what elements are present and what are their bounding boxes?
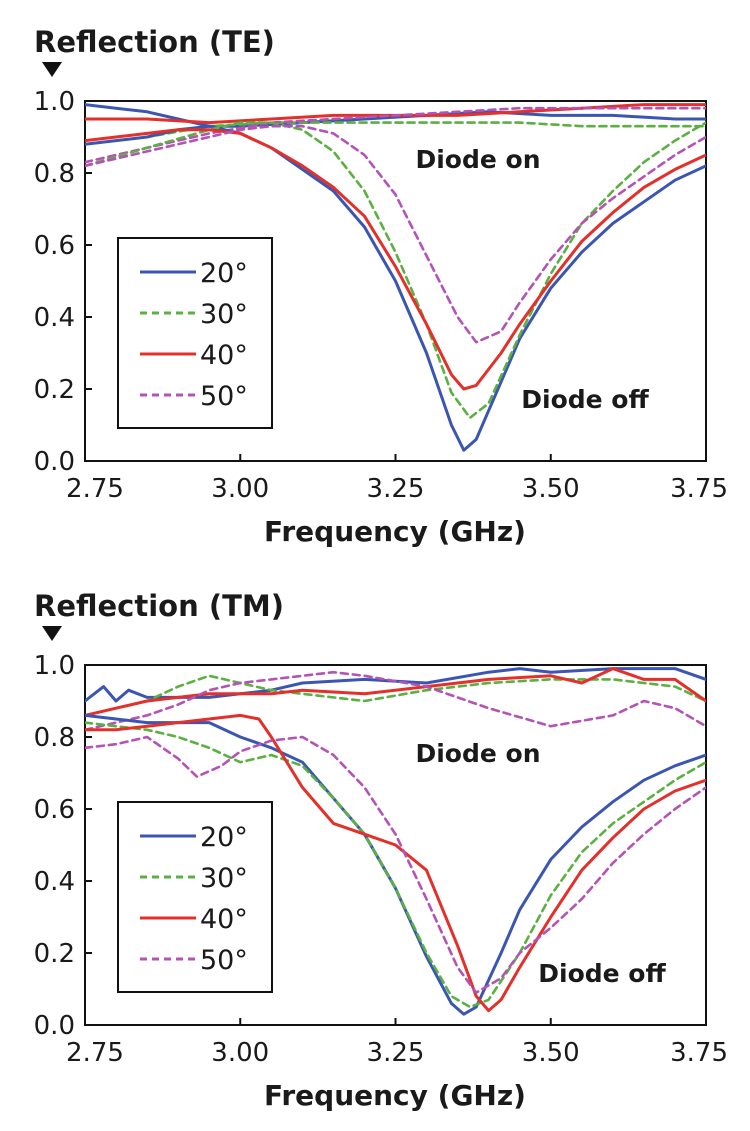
x-axis-label: Frequency (GHz) — [264, 515, 526, 548]
y-axis-arrow-icon — [42, 62, 62, 77]
y-tick-label: 0.0 — [34, 447, 75, 477]
series-line-40deg-diode-off — [85, 713, 706, 1013]
legend-label: 20° — [200, 258, 248, 289]
annotation-diode-on: Diode on — [415, 739, 540, 768]
y-tick-label: 0.2 — [34, 939, 75, 969]
legend-box — [117, 801, 273, 993]
series-line-50deg-diode-off — [85, 124, 706, 344]
y-tick-label: 0.4 — [34, 303, 75, 333]
x-tick-label: 3.50 — [522, 1038, 580, 1068]
y-tick-label: 0.8 — [34, 159, 75, 189]
x-tick-label: 2.75 — [66, 1038, 124, 1068]
series-line-30deg-diode-off — [85, 721, 706, 1009]
x-tick-label: 3.75 — [670, 1038, 728, 1068]
y-tick-label: 0.4 — [34, 867, 75, 897]
legend-label: 30° — [200, 863, 248, 894]
x-tick-label: 3.25 — [367, 1038, 425, 1068]
x-tick-label: 3.50 — [522, 474, 580, 504]
series-line-20deg-diode-off — [85, 713, 706, 1016]
legend-label: 40° — [200, 340, 248, 371]
legend-label: 40° — [200, 904, 248, 935]
chart-tm-title: Reflection (TM) — [34, 589, 284, 623]
y-tick-label: 1.0 — [34, 651, 75, 681]
legend-label: 30° — [200, 299, 248, 330]
series-line-50deg-diode-off — [85, 735, 706, 994]
series-line-30deg-diode-off — [85, 121, 706, 420]
chart-tm: Reflection (TM) 0.0 0.2 0.4 0.6 0.8 1.0 2.75 3.… — [0, 565, 750, 1131]
y-tick-label: 0.6 — [34, 231, 75, 261]
x-tick-label: 2.75 — [66, 474, 124, 504]
series-line-20deg-diode-on — [85, 667, 706, 703]
x-tick-label: 3.00 — [211, 1038, 269, 1068]
series-line-50deg-diode-on — [85, 106, 706, 164]
chart-te: Reflection (TE) 0.0 0.2 0.4 0.6 0.8 1.0 2.75 3.… — [0, 0, 750, 560]
legend-box — [117, 237, 273, 429]
x-tick-label: 3.00 — [211, 474, 269, 504]
annotation-diode-on: Diode on — [415, 145, 540, 174]
annotation-diode-off: Diode off — [521, 385, 649, 414]
legend-label: 20° — [200, 822, 248, 853]
chart-te-svg: Reflection (TE) 0.0 0.2 0.4 0.6 0.8 1.0 2.75 3.… — [34, 25, 728, 548]
series-line-40deg-diode-off — [85, 128, 706, 391]
x-axis-label: Frequency (GHz) — [264, 1079, 526, 1112]
y-axis-arrow-icon — [42, 626, 62, 641]
y-tick-label: 0.8 — [34, 723, 75, 753]
series-line-20deg-diode-on — [85, 103, 706, 128]
y-tick-label: 1.0 — [34, 87, 75, 117]
legend-label: 50° — [200, 381, 248, 412]
legend-label: 50° — [200, 945, 248, 976]
x-tick-label: 3.25 — [367, 474, 425, 504]
series-line-20deg-diode-off — [85, 124, 706, 452]
y-tick-label: 0.6 — [34, 795, 75, 825]
series-line-50deg-diode-on — [85, 670, 706, 732]
y-tick-label: 0.2 — [34, 375, 75, 405]
series-line-30deg-diode-on — [85, 121, 706, 146]
series-line-40deg-diode-on — [85, 667, 706, 717]
y-tick-label: 0.0 — [34, 1011, 75, 1041]
annotation-diode-off: Diode off — [538, 959, 666, 988]
chart-te-title: Reflection (TE) — [34, 25, 275, 59]
chart-tm-svg: Reflection (TM) 0.0 0.2 0.4 0.6 0.8 1.0 2.75 3.… — [34, 589, 728, 1112]
x-tick-label: 3.75 — [670, 474, 728, 504]
